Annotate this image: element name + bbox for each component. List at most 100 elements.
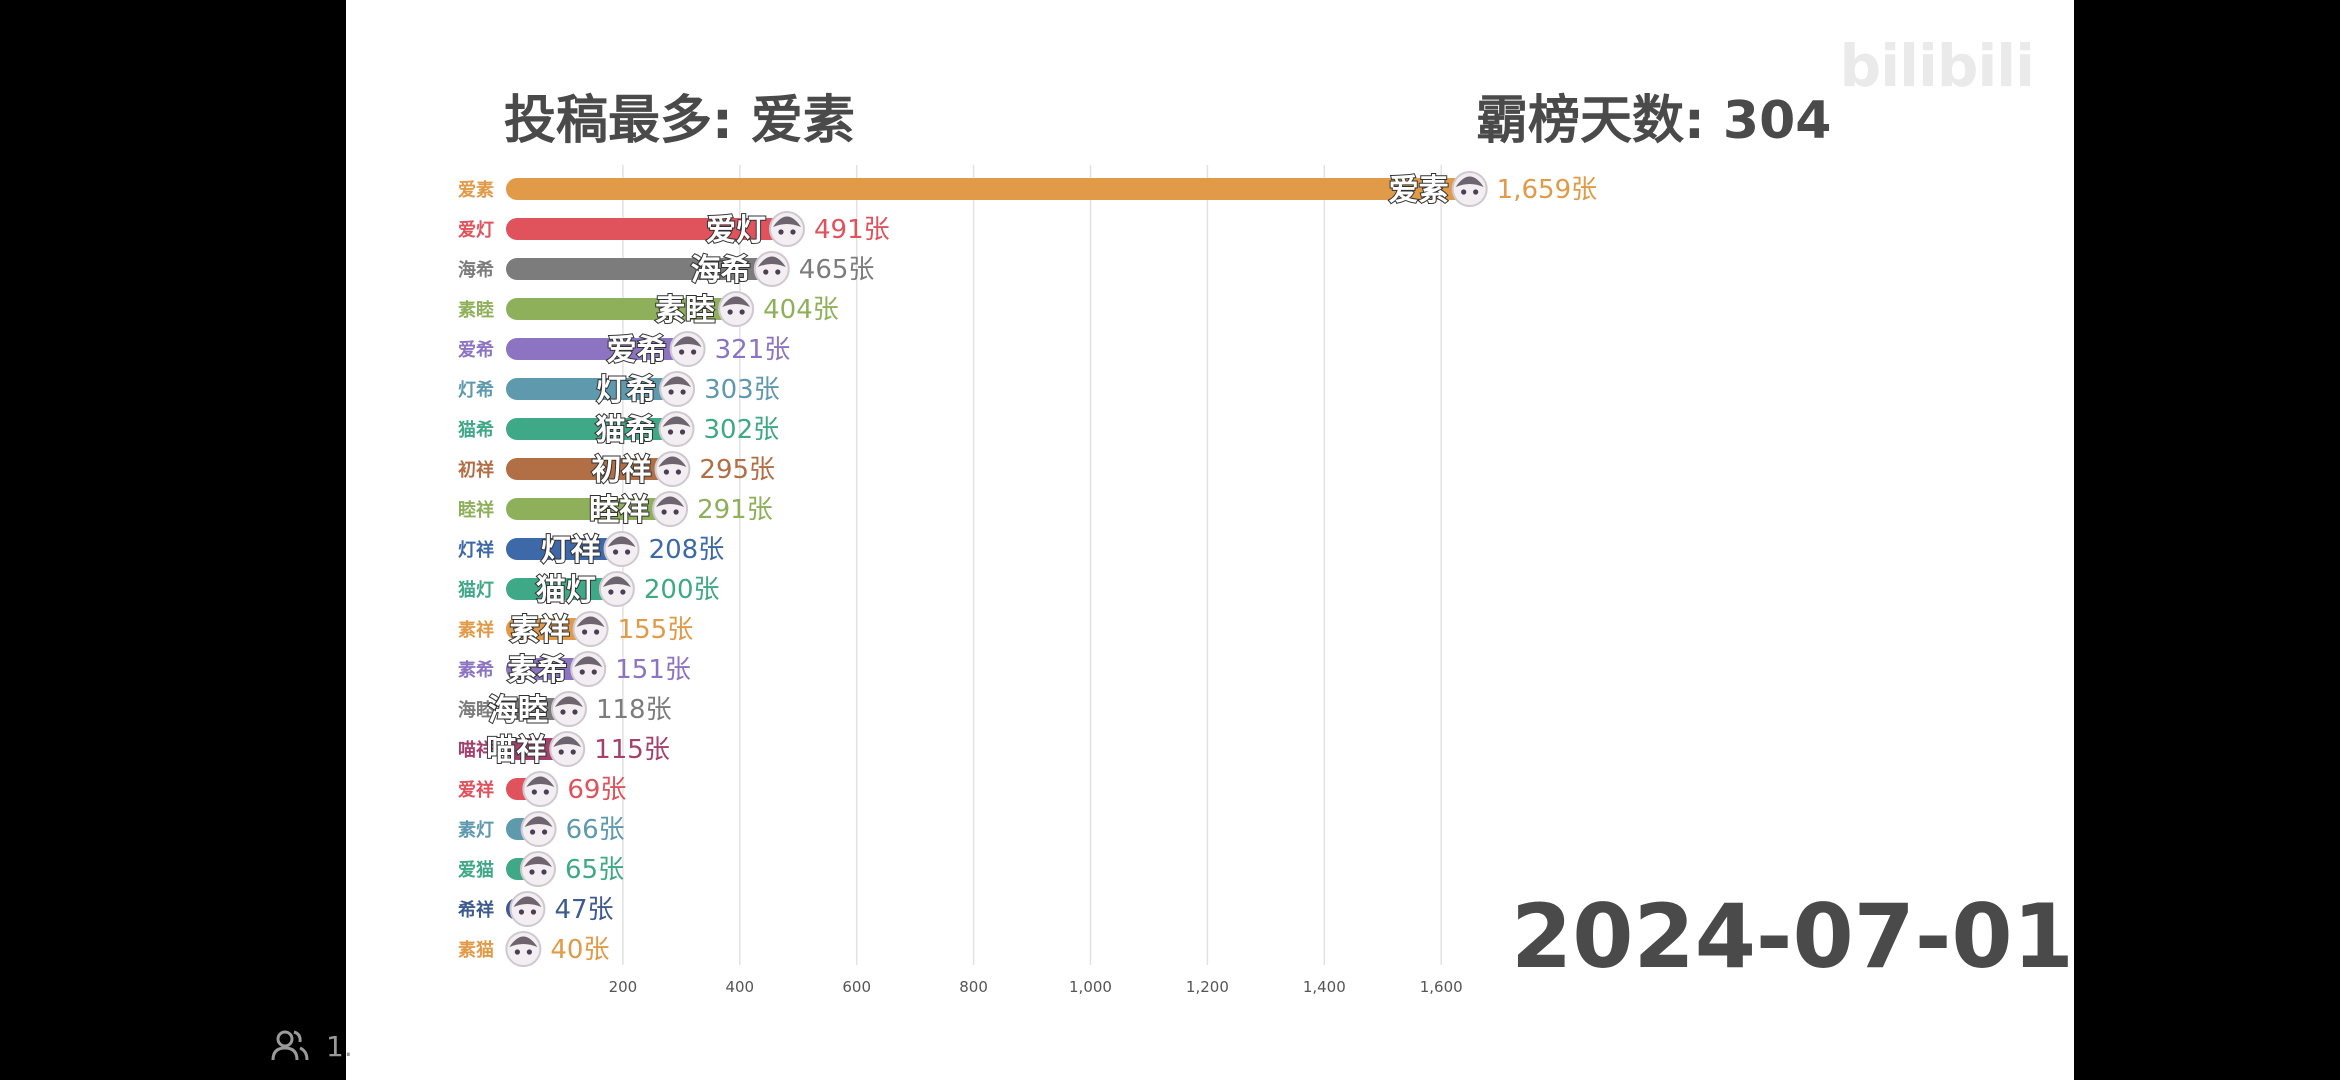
value-label: 295张 xyxy=(699,455,775,485)
value-label: 303张 xyxy=(704,375,780,405)
bilibili-watermark: bilibili xyxy=(1839,32,2035,100)
category-label: 猫灯 xyxy=(458,579,494,601)
bar-tag-label: 初祥 xyxy=(591,453,651,488)
category-label: 灯希 xyxy=(458,379,494,401)
bar xyxy=(506,298,743,320)
bar-tag-label: 海睦 xyxy=(488,693,548,728)
character-avatar-icon xyxy=(550,691,587,727)
bar xyxy=(506,418,683,440)
bar-tag-label: 素睦 xyxy=(655,293,715,328)
category-label: 爱素 xyxy=(458,180,494,201)
x-tick-label: 1,400 xyxy=(1303,978,1346,996)
date-label: 2024-07-01 xyxy=(1511,885,2074,988)
category-label: 猫希 xyxy=(458,419,494,441)
character-avatar-icon xyxy=(570,651,607,687)
value-label: 1,659张 xyxy=(1497,175,1597,205)
value-label: 65张 xyxy=(565,855,624,885)
bar xyxy=(506,258,778,280)
people-icon xyxy=(271,1030,309,1061)
character-avatar-icon xyxy=(652,491,689,527)
value-label: 291张 xyxy=(697,495,773,525)
value-label: 47张 xyxy=(554,895,613,925)
video-frame: bilibili 投稿最多: 爱素 霸榜天数: 304 200 400 600 800… xyxy=(346,0,2074,1080)
bar-tag-label: 爱希 xyxy=(607,333,667,368)
value-label: 155张 xyxy=(618,615,694,645)
value-label: 465张 xyxy=(799,255,875,285)
value-label: 151张 xyxy=(615,655,691,685)
category-label: 睦祥 xyxy=(458,499,494,521)
character-avatar-icon xyxy=(768,211,805,247)
category-label: 初祥 xyxy=(458,459,494,481)
value-label: 118张 xyxy=(596,695,672,725)
character-avatar-icon xyxy=(519,851,556,887)
character-avatar-icon xyxy=(1451,171,1488,207)
bar xyxy=(506,178,1476,200)
category-label: 素睦 xyxy=(458,299,494,321)
bar-tag-label: 爱灯 xyxy=(706,213,766,248)
bar-chart: 200 400 600 800 1,000 1,200 1,400 1,600 爱素 爱素 1,65… xyxy=(458,165,1597,996)
x-tick-label: 800 xyxy=(959,978,988,996)
bar xyxy=(506,218,793,240)
character-avatar-icon xyxy=(505,931,542,967)
category-label: 素灯 xyxy=(458,820,494,841)
bar-tag-label: 睦祥 xyxy=(589,493,649,528)
category-label: 素猫 xyxy=(458,939,494,961)
value-label: 40张 xyxy=(550,935,609,965)
value-label: 321张 xyxy=(715,335,791,365)
category-label: 素祥 xyxy=(458,619,494,641)
character-avatar-icon xyxy=(658,411,695,447)
category-label: 爱祥 xyxy=(458,779,494,801)
most-submissions-headline: 投稿最多: 爱素 xyxy=(504,91,855,151)
character-avatar-icon xyxy=(598,571,635,607)
bar xyxy=(506,378,684,400)
bar-tag-label: 猫希 xyxy=(596,413,656,448)
x-tick-label: 1,600 xyxy=(1420,978,1463,996)
character-avatar-icon xyxy=(572,611,609,647)
character-avatar-icon xyxy=(718,291,755,327)
category-label: 爱灯 xyxy=(458,220,494,241)
category-label: 灯祥 xyxy=(458,539,494,561)
bar-tag-label: 素希 xyxy=(507,653,567,688)
character-avatar-icon xyxy=(549,731,586,767)
category-label: 爱猫 xyxy=(458,859,494,881)
value-label: 200张 xyxy=(644,575,720,605)
character-avatar-icon xyxy=(654,451,691,487)
x-tick-label: 600 xyxy=(842,978,871,996)
character-avatar-icon xyxy=(520,811,557,847)
x-tick-label: 1,200 xyxy=(1186,978,1229,996)
bar-tag-label: 灯希 xyxy=(596,373,656,408)
bar xyxy=(506,338,694,360)
category-label: 海希 xyxy=(458,259,494,281)
category-label: 海睦 xyxy=(458,699,494,721)
bar-tag-label: 猫灯 xyxy=(536,573,596,608)
value-label: 404张 xyxy=(763,295,839,325)
x-tick-label: 200 xyxy=(609,978,638,996)
bar-tag-label: 喵祥 xyxy=(486,733,546,768)
value-label: 69张 xyxy=(567,775,626,805)
bar xyxy=(506,458,679,480)
character-avatar-icon xyxy=(753,251,790,287)
character-avatar-icon xyxy=(659,371,696,407)
character-avatar-icon xyxy=(603,531,640,567)
bar-tag-label: 素祥 xyxy=(510,613,570,648)
x-tick-label: 1,000 xyxy=(1069,978,1112,996)
character-avatar-icon xyxy=(522,771,559,807)
category-label: 希祥 xyxy=(458,899,494,921)
category-label: 爱希 xyxy=(458,339,494,361)
value-label: 208张 xyxy=(649,535,725,565)
bar-tag-label: 爱素 xyxy=(1389,173,1449,208)
bar-tag-label: 灯祥 xyxy=(541,533,601,568)
x-tick-label: 400 xyxy=(725,978,754,996)
character-avatar-icon xyxy=(669,331,706,367)
days-on-top-headline: 霸榜天数: 304 xyxy=(1476,91,1832,151)
category-label: 喵祥 xyxy=(458,739,494,761)
bar xyxy=(506,498,677,520)
character-avatar-icon xyxy=(509,891,546,927)
viewer-count: 1. xyxy=(326,1030,353,1063)
bar-tag-label: 海希 xyxy=(691,253,751,288)
value-label: 66张 xyxy=(566,815,625,845)
value-label: 115张 xyxy=(594,735,670,765)
value-label: 302张 xyxy=(704,415,780,445)
bar xyxy=(506,578,623,600)
